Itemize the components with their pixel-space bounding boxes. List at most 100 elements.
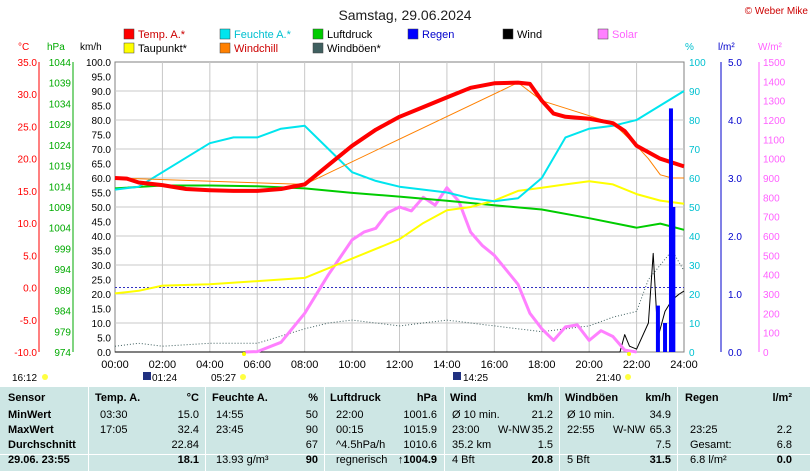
axis-unit-labels: °C hPa km/h% l/m² W/m² [18, 42, 783, 53]
pressure-tick-label: 1009 [49, 203, 72, 214]
temp-tick-label: 0.0 [23, 284, 37, 295]
legend-swatch [123, 28, 135, 40]
row-label: Durchschnitt [8, 439, 76, 451]
wind-info: 35.2 km [452, 439, 492, 451]
legend-label: Luftdruck [327, 29, 373, 41]
x-tick-label: 20:00 [575, 359, 603, 371]
x-tick-label: 10:00 [338, 359, 366, 371]
weather-chart: Samstag, 29.06.2024 © Weber Mike Temp. A… [0, 6, 810, 386]
humidity-tick-label: 20 [689, 290, 701, 301]
gust-value: 7.5 [655, 439, 671, 451]
sun-moon-markers: 16:12 01:24 05:27 14:25 21:40 [0, 352, 810, 386]
legend-swatch [502, 28, 514, 40]
x-tick-label: 06:00 [243, 359, 271, 371]
wind-tick-label: 20.0 [92, 290, 112, 301]
x-tick-label: 14:00 [433, 359, 461, 371]
row-label: MinWert [8, 409, 52, 421]
sunrise-icon [240, 374, 246, 380]
series-line-temp-a [114, 80, 685, 193]
wind-tick-label: 5.0 [97, 334, 111, 345]
series-line-luftdruck [114, 184, 685, 231]
wind-tick-label: 75.0 [92, 131, 112, 142]
x-tick-label: 18:00 [528, 359, 556, 371]
sunrise-tick-marker [242, 352, 246, 356]
humidity-time: 13.93 g/m³ [216, 454, 269, 466]
wind-direction: W-NW [498, 424, 531, 436]
temp-value: 32.4 [177, 424, 199, 436]
rain-tick-label: 1.0 [728, 290, 742, 301]
wind-tick-label: 95.0 [92, 73, 112, 84]
table-row-separator [0, 454, 810, 455]
pressure-tick-label: 989 [54, 286, 71, 297]
pressure-tick-label: 1034 [49, 99, 72, 110]
rain-value: 2.2 [776, 424, 792, 436]
rain-info: 23:25 [690, 424, 718, 436]
pressure-time: regnerisch [336, 454, 388, 466]
legend-swatch [407, 28, 419, 40]
legend: Temp. A.* Feuchte A.* Luftdruck Regen Wind So… [123, 28, 638, 55]
gust-value: 65.3 [649, 424, 671, 436]
humidity-tick-label: 60 [689, 174, 701, 185]
temp-tick-label: 10.0 [18, 219, 38, 230]
stats-table: Sensor Temp. A. °C Feuchte A.% Luftdruck hPa W… [0, 387, 810, 471]
x-tick-label: 00:00 [101, 359, 129, 371]
pressure-time: ^4.5hPa/h [336, 439, 386, 451]
pressure-unit-label: hPa [47, 42, 65, 53]
legend-label: Solar [612, 29, 638, 41]
wind-info: 4 Bft [452, 454, 475, 466]
table-header: Sensor [8, 392, 46, 404]
pressure-tick-label: 1044 [49, 58, 72, 69]
humidity-tick-label: 80 [689, 116, 701, 127]
solar-unit-label: W/m² [758, 42, 783, 53]
wind-tick-label: 35.0 [92, 247, 112, 258]
x-tick-label: 08:00 [291, 359, 319, 371]
chart-title: Samstag, 29.06.2024 [338, 7, 471, 23]
table-column-separator [88, 387, 89, 471]
table-header: Luftdruck [330, 392, 381, 404]
wind-tick-label: 85.0 [92, 102, 112, 113]
table-column-separator [559, 387, 560, 471]
table-header: % [308, 392, 318, 404]
table-header: Feuchte A. [212, 392, 268, 404]
wind-tick-label: 70.0 [92, 145, 112, 156]
wind-tick-label: 40.0 [92, 232, 112, 243]
legend-label: Windchill [234, 43, 278, 55]
pressure-tick-label: 999 [54, 244, 71, 255]
row-label: 29.06. 23:55 [8, 454, 70, 466]
series-line-taupunkt [114, 180, 685, 295]
wind-tick-label: 55.0 [92, 189, 112, 200]
rain-unit-label: l/m² [718, 42, 735, 53]
solar-tick-label: 400 [763, 271, 780, 282]
wind-tick-label: 65.0 [92, 160, 112, 171]
wind-tick-label: 80.0 [92, 116, 112, 127]
wind-tick-label: 0.0 [97, 348, 111, 359]
sun-bar-background [0, 370, 810, 386]
table-header: Windböen [565, 392, 619, 404]
rain-bar [668, 108, 673, 353]
pressure-time: 00:15 [336, 424, 364, 436]
temp-tick-label: 35.0 [18, 58, 38, 69]
pressure-value: 1015.9 [403, 424, 437, 436]
table-header: Wind [450, 392, 477, 404]
x-tick-label: 16:00 [481, 359, 509, 371]
temp-tick-label: 25.0 [18, 122, 38, 133]
rain-tick-label: 5.0 [728, 58, 742, 69]
table-header: hPa [416, 392, 437, 404]
temp-tick-label: 15.0 [18, 187, 38, 198]
wind-info: 23:00 [452, 424, 480, 436]
solar-tick-label: 0 [763, 348, 769, 359]
moonset-icon [453, 372, 461, 380]
legend-swatch [123, 42, 135, 54]
legend-swatch [312, 42, 324, 54]
wind-value: 20.8 [531, 454, 553, 466]
rain-bar [663, 323, 668, 352]
gust-direction: W-NW [613, 424, 646, 436]
moon-icon [143, 372, 151, 380]
humidity-time: 23:45 [216, 424, 244, 436]
temp-time: 17:05 [100, 424, 128, 436]
legend-label: Temp. A.* [138, 29, 186, 41]
gust-value: 34.9 [649, 409, 671, 421]
wind-value: 21.2 [531, 409, 553, 421]
x-axis-ticks: 00:00 02:00 04:00 06:00 08:00 10:00 12:00 14:00… [101, 359, 698, 371]
x-tick-label: 02:00 [149, 359, 177, 371]
